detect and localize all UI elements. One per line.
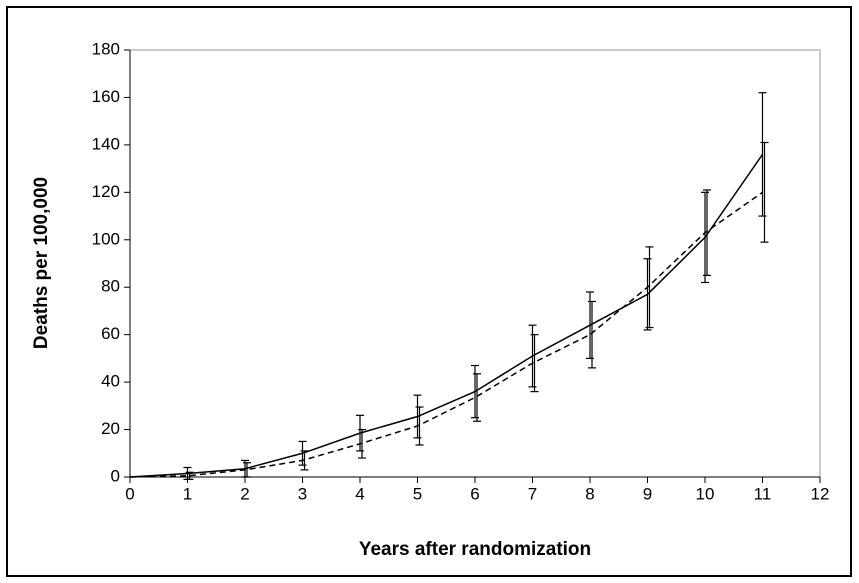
error-bar [703,189,711,276]
error-bar [358,428,366,459]
y-tick-label: 0 [111,466,120,485]
y-tick-label: 120 [92,182,120,201]
error-bar [758,92,767,217]
x-tick-label: 6 [470,484,479,503]
x-tick-label: 3 [298,484,307,503]
x-tick-label: 10 [696,484,715,503]
series-line [129,191,763,478]
x-axis-title: Years after randomization [359,539,591,560]
error-bar [413,394,422,439]
x-tick-label: 1 [183,484,192,503]
y-axis-title: Deaths per 100,000 [31,177,52,349]
error-bar [473,373,481,422]
frame [6,6,852,577]
error-bar [645,246,654,329]
x-tick-label: 8 [585,484,594,503]
x-tick-label: 2 [240,484,249,503]
y-tick-label: 80 [101,277,120,296]
error-bar [643,258,652,331]
error-bar [243,462,251,478]
y-tick-label: 60 [101,324,120,343]
y-tick-label: 160 [92,87,120,106]
error-bar [300,450,309,471]
error-bar [586,291,594,359]
error-bar [701,191,709,284]
error-bar [185,471,194,480]
y-tick-label: 100 [92,229,120,248]
error-bar [298,440,307,466]
y-tick-label: 180 [92,39,120,58]
x-tick-label: 9 [643,484,652,503]
error-bar [530,334,539,393]
y-tick-label: 40 [101,372,120,391]
x-tick-label: 11 [754,484,772,503]
error-bar [528,324,537,388]
y-tick-label: 20 [101,419,120,438]
x-tick-label: 12 [811,484,830,503]
error-bar [588,300,596,369]
x-tick-label: 7 [528,484,537,503]
x-tick-label: 0 [125,484,134,503]
x-tick-label: 4 [355,484,364,503]
error-bar [415,406,424,446]
y-tick-label: 140 [92,134,120,153]
series-line [129,153,764,478]
error-bar [760,141,769,243]
x-tick-label: 5 [413,484,422,503]
error-bar [356,414,364,452]
